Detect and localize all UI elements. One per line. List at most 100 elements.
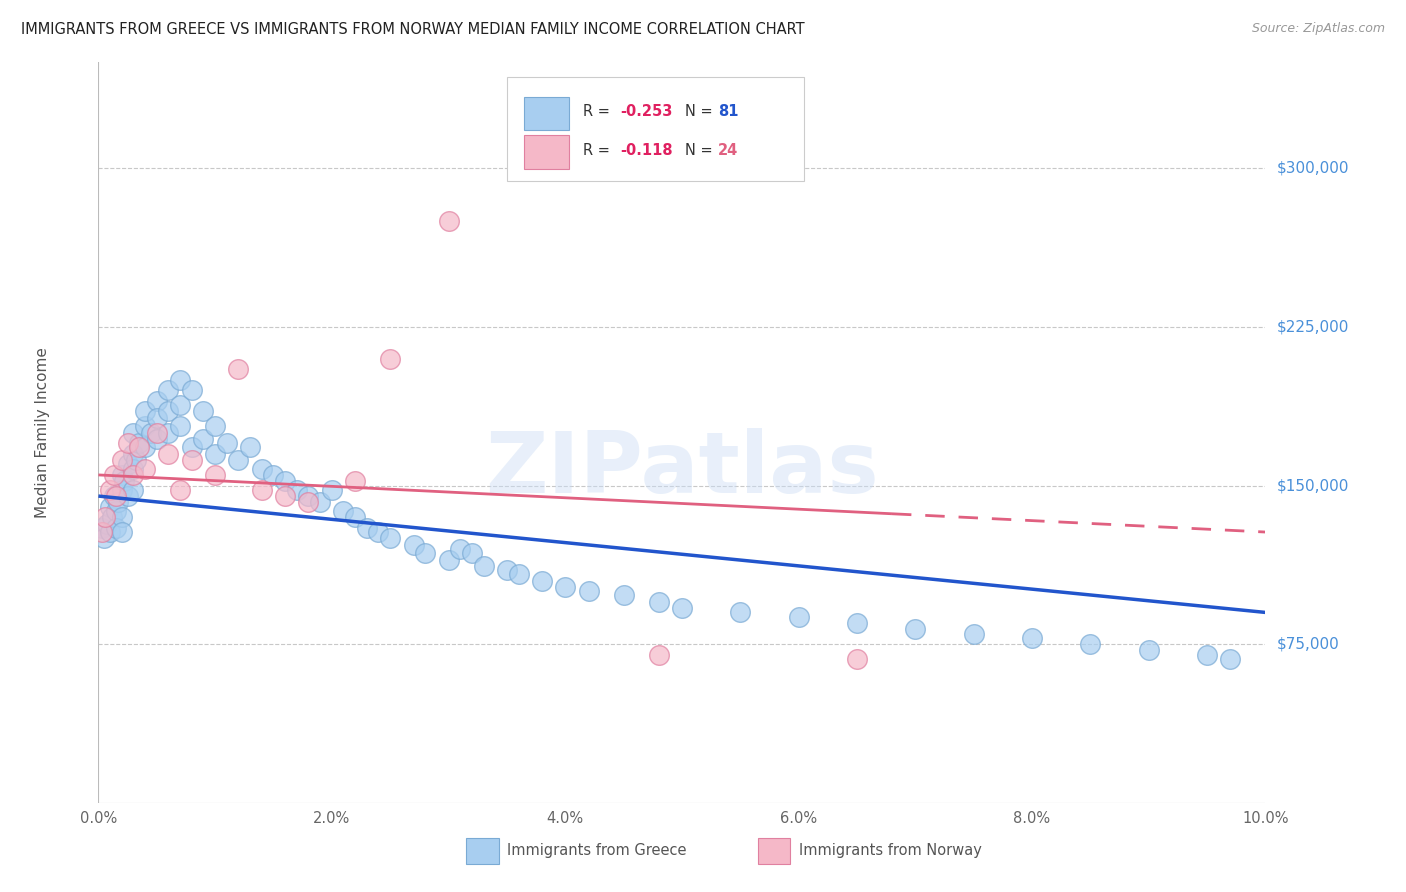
Point (380, 351, 402, 366)
Point (297, 489, 319, 503)
Point (103, 489, 125, 503)
Text: Immigrants from Norway: Immigrants from Norway (799, 844, 981, 858)
Text: Source: ZipAtlas.com: Source: ZipAtlas.com (1251, 22, 1385, 36)
Point (530, 574, 553, 588)
Point (98, 524, 121, 539)
Point (169, 419, 191, 434)
Point (193, 432, 215, 446)
Point (321, 483, 343, 497)
Point (180, 441, 202, 455)
Bar (465, 838, 499, 864)
Point (285, 483, 308, 497)
Point (180, 453, 202, 467)
Point (344, 510, 367, 524)
Text: $225,000: $225,000 (1277, 319, 1348, 334)
Point (647, 648, 669, 662)
Text: $300,000: $300,000 (1277, 161, 1348, 176)
Point (117, 436, 139, 450)
Point (297, 495, 319, 509)
Point (250, 483, 273, 497)
Text: R =: R = (582, 143, 614, 158)
Point (157, 447, 180, 461)
Text: N =: N = (685, 143, 717, 158)
Point (111, 483, 134, 497)
Point (437, 552, 460, 566)
Text: R =: R = (582, 104, 614, 120)
Point (496, 563, 519, 577)
Point (612, 589, 634, 603)
Point (1219, 652, 1241, 666)
Point (239, 441, 262, 455)
Point (139, 425, 162, 440)
Point (122, 425, 145, 440)
Text: N =: N = (685, 104, 717, 120)
Point (787, 609, 810, 624)
Point (169, 398, 191, 412)
Point (228, 453, 250, 467)
Text: $75,000: $75,000 (1277, 637, 1340, 652)
Point (117, 489, 139, 503)
Point (90, 521, 112, 535)
Text: $150,000: $150,000 (1277, 478, 1348, 493)
Point (122, 467, 145, 482)
Point (90, 524, 112, 539)
Text: IMMIGRANTS FROM GREECE VS IMMIGRANTS FROM NORWAY MEDIAN FAMILY INCOME CORRELATIO: IMMIGRANTS FROM GREECE VS IMMIGRANTS FRO… (21, 22, 804, 37)
Point (332, 504, 354, 518)
Point (461, 546, 484, 560)
Point (508, 567, 530, 582)
Point (367, 524, 389, 539)
Point (671, 601, 693, 615)
Text: 81: 81 (718, 104, 738, 120)
Text: -0.253: -0.253 (620, 104, 672, 120)
Point (309, 495, 332, 509)
Point (98, 500, 121, 514)
Point (274, 475, 297, 489)
Point (169, 483, 191, 497)
Bar (524, 136, 568, 169)
Point (262, 467, 284, 482)
Point (274, 489, 297, 503)
Point (98, 483, 121, 497)
Point (104, 521, 127, 535)
Point (93, 532, 115, 546)
Point (554, 580, 576, 594)
Point (111, 510, 134, 524)
Point (128, 441, 150, 455)
Text: Median Family Income: Median Family Income (35, 347, 49, 518)
Point (180, 384, 202, 398)
Point (146, 393, 169, 408)
Point (730, 606, 752, 620)
Point (437, 214, 460, 228)
Text: Immigrants from Greece: Immigrants from Greece (508, 844, 686, 858)
Point (134, 404, 156, 418)
Point (169, 373, 191, 387)
Point (344, 475, 367, 489)
Point (134, 441, 156, 455)
Point (449, 541, 471, 556)
Point (146, 425, 169, 440)
Point (413, 546, 436, 560)
Point (111, 453, 134, 467)
Point (104, 489, 127, 503)
Point (215, 436, 238, 450)
Point (104, 504, 127, 518)
Text: -0.118: -0.118 (620, 143, 672, 158)
Point (96, 516, 118, 531)
Point (112, 475, 135, 489)
Point (94, 510, 117, 524)
Point (122, 461, 145, 475)
Point (204, 419, 226, 434)
Point (402, 538, 425, 552)
Point (157, 384, 180, 398)
Point (107, 495, 129, 509)
Point (122, 483, 145, 497)
Point (122, 447, 145, 461)
Point (228, 362, 250, 376)
Point (846, 652, 869, 666)
Point (1195, 648, 1218, 662)
Point (962, 626, 984, 640)
Point (578, 584, 600, 599)
Point (134, 419, 156, 434)
Point (204, 467, 226, 482)
Point (904, 623, 927, 637)
